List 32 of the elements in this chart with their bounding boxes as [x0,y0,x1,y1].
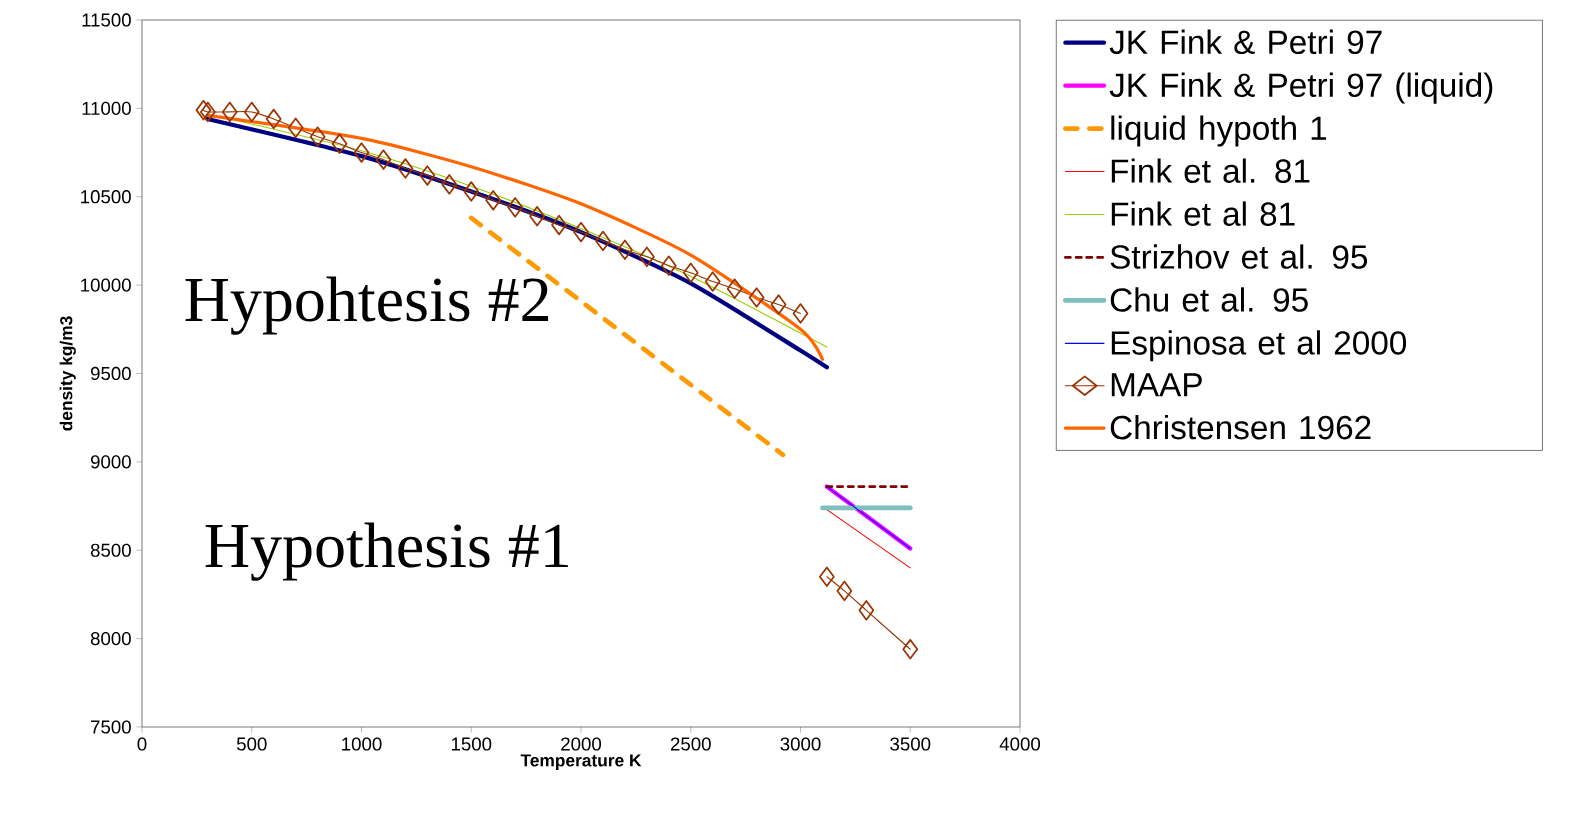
legend-label: liquid hypoth 1 [1111,115,1327,147]
y-tick-label: 11500 [82,13,131,27]
y-tick-label: 8500 [90,543,131,557]
legend-label: Fink et al. 81 [1111,158,1310,183]
y-tick-label: 10500 [81,190,131,204]
x-tick-label: 4000 [999,737,1041,751]
y-tick-label: 11000 [82,101,131,115]
y-tick-label: 7500 [91,720,131,734]
legend-label: JK Fink & Petri 97 [1109,29,1382,55]
x-tick-label: 2000 [561,737,602,751]
x-tick-label: 0 [137,737,147,751]
legend-label: Strizhov et al. 95 [1110,244,1368,269]
legend-label: Chu et al. 95 [1110,287,1308,312]
y-tick-label: 9500 [90,366,131,381]
legend-label: MAAP [1111,373,1202,397]
annotation: Hypothesis #1 [205,522,568,581]
y-tick-label: 9000 [90,455,131,469]
legend-label: Espinosa et al 2000 [1111,330,1407,362]
legend-label: Christensen 1962 [1110,414,1371,440]
legend-label: JK Fink & Petri 97 (liquid) [1109,72,1493,104]
y-axis-title: density kg/m3 [59,316,76,431]
y-tick-label: 10000 [81,278,131,292]
x-tick-label: 2500 [670,737,711,751]
y-tick-label: 8000 [90,632,131,646]
x-tick-label: 1500 [451,737,492,751]
x-tick-label: 1000 [342,737,382,751]
x-tick-label: 3500 [890,737,931,751]
x-tick-label: 3000 [780,737,821,751]
legend-label: Fink et al 81 [1111,201,1295,226]
annotation: Hypohtesis #2 [185,276,549,335]
x-tick-label: 500 [236,737,267,751]
x-axis-title: Temperature K [520,754,642,770]
